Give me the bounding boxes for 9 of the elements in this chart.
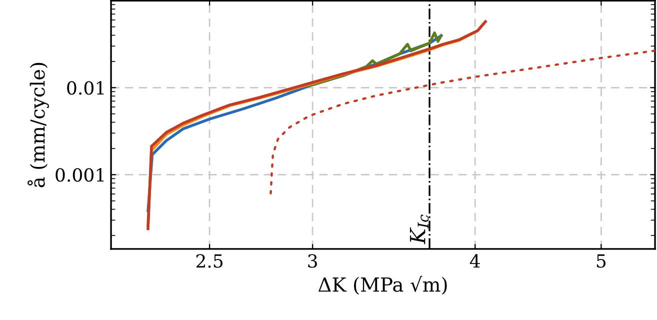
ref-line-label: K$_{Ic}$ bbox=[410, 214, 429, 244]
y-axis-title: å (mm/cycle) bbox=[28, 62, 49, 188]
x-tick-label: 2.5 bbox=[196, 254, 223, 268]
y-tick-label: 0.001 bbox=[56, 168, 104, 182]
x-tick-label: 3 bbox=[308, 254, 317, 268]
x-tick-label: 4 bbox=[470, 254, 480, 268]
x-axis-title: ΔK (MPa √m) bbox=[318, 276, 447, 295]
y-tick-label: 0.01 bbox=[67, 81, 104, 95]
x-tick-label: 5 bbox=[596, 254, 606, 268]
